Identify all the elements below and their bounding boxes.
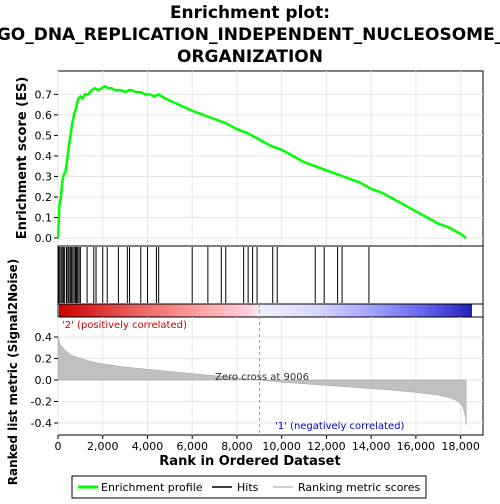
metric-y-axis-label: Ranked list metric (Signal2Noise) [6, 259, 20, 486]
hits-ticks [58, 247, 370, 303]
metric-panel: Zero cross at 9006 '2' (positively corre… [31, 304, 484, 436]
es-y-axis-label: Enrichment score (ES) [15, 77, 30, 240]
hits-panel [57, 245, 484, 305]
positive-correlation-label: '2' (positively correlated) [62, 320, 187, 331]
chart-title-line3: ORGANIZATION [177, 47, 323, 67]
x-tick-label: 10,000 [262, 440, 301, 453]
zero-cross-label: Zero cross at 9006 [215, 372, 309, 383]
metric-y-tick-label: 0.2 [35, 353, 53, 366]
metric-y-tick-label: 0.0 [35, 374, 53, 387]
es-y-tick-label: 0.4 [35, 150, 53, 163]
x-tick-label: 0 [55, 440, 62, 453]
x-tick-label: 2,000 [87, 440, 119, 453]
x-tick-label: 18,000 [441, 440, 480, 453]
x-tick-label: 12,000 [307, 440, 346, 453]
x-tick-label: 16,000 [397, 440, 436, 453]
chart-title-line1: Enrichment plot: [170, 3, 330, 23]
es-panel-frame [57, 70, 484, 247]
metric-y-tick-label: 0.4 [35, 331, 53, 344]
rank-color-gradient [59, 304, 472, 317]
legend-label-ranking-metric-scores: Ranking metric scores [298, 481, 420, 494]
x-tick-label: 8,000 [221, 440, 253, 453]
metric-y-tick-label: -0.2 [31, 396, 52, 409]
es-panel: 0.0 0.1 0.2 0.3 0.4 0.5 0.6 0.7 [35, 70, 484, 247]
rank-color-bar [57, 303, 484, 318]
legend-label-hits: Hits [237, 481, 259, 494]
es-y-ticks: 0.0 0.1 0.2 0.3 0.4 0.5 0.6 0.7 [35, 88, 58, 245]
x-axis-label: Rank in Ordered Dataset [159, 454, 340, 469]
hits-panel-frame [57, 245, 484, 305]
es-y-tick-label: 0.7 [35, 88, 53, 101]
ranking-metric-area [57, 336, 467, 426]
negative-correlation-label: '1' (negatively correlated) [275, 421, 404, 432]
chart-title-line2: GO_DNA_REPLICATION_INDEPENDENT_NUCLEOSOM… [0, 25, 500, 45]
x-tick-label: 14,000 [352, 440, 391, 453]
legend-frame [71, 475, 427, 499]
metric-y-ticks: 0.4 0.2 0.0 -0.2 -0.4 [31, 331, 58, 430]
es-y-tick-label: 0.5 [35, 129, 53, 142]
es-y-tick-label: 0.0 [35, 232, 53, 245]
es-y-tick-label: 0.6 [35, 109, 53, 122]
x-tick-label: 6,000 [176, 440, 208, 453]
x-tick-label: 4,000 [132, 440, 164, 453]
es-gridlines [57, 71, 483, 246]
es-y-tick-label: 0.1 [35, 211, 53, 224]
enrichment-profile-line [56, 84, 467, 240]
es-y-tick-label: 0.2 [35, 191, 53, 204]
legend: Enrichment profile Hits Ranking metric s… [71, 475, 427, 499]
x-axis-ticks: 0 2,000 4,000 6,000 8,000 10,000 12,000 14,000 1… [55, 435, 480, 453]
es-y-tick-label: 0.3 [35, 170, 53, 183]
metric-y-tick-label: -0.4 [31, 417, 52, 430]
legend-label-enrichment-profile: Enrichment profile [101, 481, 203, 494]
